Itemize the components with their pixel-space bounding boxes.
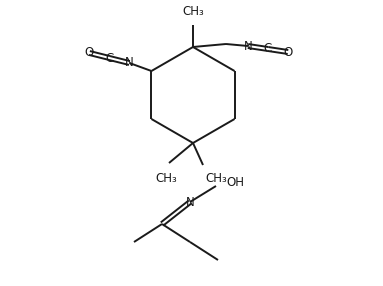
- Text: CH₃: CH₃: [155, 172, 177, 185]
- Text: N: N: [244, 39, 252, 53]
- Text: O: O: [283, 45, 293, 59]
- Text: OH: OH: [226, 176, 244, 190]
- Text: CH₃: CH₃: [205, 172, 227, 185]
- Text: C: C: [264, 43, 272, 55]
- Text: O: O: [85, 47, 94, 59]
- Text: N: N: [125, 57, 134, 69]
- Text: N: N: [186, 196, 195, 208]
- Text: C: C: [105, 51, 113, 65]
- Text: CH₃: CH₃: [182, 5, 204, 18]
